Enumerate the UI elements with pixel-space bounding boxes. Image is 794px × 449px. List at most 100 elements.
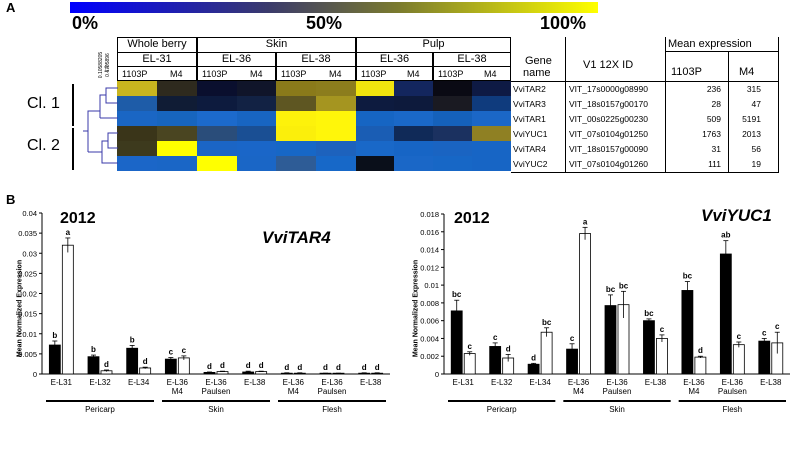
col-1103p-header: 1103P xyxy=(671,66,702,78)
x-tick-label: E-L36 xyxy=(568,378,590,387)
x-tick-label: E-L36 xyxy=(321,378,343,387)
heatmap-cell xyxy=(117,126,157,141)
bar-white xyxy=(61,244,74,375)
heatmap-cell xyxy=(157,141,197,156)
cultivar-label: 1103P xyxy=(281,69,307,79)
y-tick-label: 0.015 xyxy=(18,310,37,319)
heatmap-cell xyxy=(117,141,157,156)
table-gene-id: VIT_07s0104g01260 xyxy=(569,159,648,169)
chart-svg: 0 0.005 0.01 0.015 0.02 0.025 0.03 0.035 0.04 b a E… xyxy=(18,209,390,414)
significance-letter: c xyxy=(169,347,174,356)
table-gene-name: VviTAR3 xyxy=(513,99,546,109)
table-gene-name: VviYUC2 xyxy=(513,159,548,169)
color-scale-bar xyxy=(70,2,598,13)
significance-letter: d xyxy=(698,346,703,355)
table-mean-1103p: 31 xyxy=(711,144,721,154)
heatmap-cell xyxy=(197,96,237,111)
heatmap-cell xyxy=(316,126,356,141)
table-divider xyxy=(665,51,779,52)
heatmap xyxy=(117,81,511,171)
x-tick-label: E-L34 xyxy=(128,378,150,387)
table-divider xyxy=(728,51,729,173)
heatmap-cell xyxy=(356,141,394,156)
heatmap-cell xyxy=(237,126,276,141)
bar-white xyxy=(579,233,591,375)
significance-letter: ab xyxy=(721,231,730,240)
y-tick-label: 0.02 xyxy=(22,290,37,299)
heatmap-cell xyxy=(157,81,197,96)
bar-white xyxy=(463,353,476,375)
bar-black xyxy=(643,320,655,375)
bar-black xyxy=(164,358,177,375)
bar-white xyxy=(656,338,668,375)
heatmap-cell xyxy=(237,156,276,171)
dendro-tick-1: 0.10588205 xyxy=(98,51,105,79)
heatmap-cell xyxy=(237,111,276,126)
cultivar-header-row: 1103P M4 xyxy=(117,66,197,81)
heatmap-cell xyxy=(472,111,511,126)
x-tick-label: E-L31 xyxy=(51,378,73,387)
chart-year: 2012 xyxy=(60,210,96,227)
heatmap-cell xyxy=(276,111,316,126)
table-frame xyxy=(511,37,779,173)
heatmap-cell xyxy=(316,156,356,171)
x-tick-label: E-L32 xyxy=(89,378,111,387)
x-tick-label-line2: M4 xyxy=(172,387,184,396)
table-gene-name: VviTAR1 xyxy=(513,114,546,124)
heatmap-cell xyxy=(197,81,237,96)
heatmap-cell xyxy=(472,156,511,171)
chart-gene-title: VviYUC1 xyxy=(701,206,772,225)
significance-letter: d xyxy=(143,357,148,366)
cultivar-header-row: 1103P M4 xyxy=(356,66,433,81)
table-divider xyxy=(511,81,779,82)
significance-letter: c xyxy=(775,322,780,331)
bar-white xyxy=(540,331,553,375)
heatmap-cell xyxy=(433,126,472,141)
heatmap-cell xyxy=(472,141,511,156)
heatmap-cell xyxy=(157,156,197,171)
table-mean-1103p: 509 xyxy=(706,114,721,124)
table-mean-m4: 47 xyxy=(751,99,761,109)
x-tick-label: E-L38 xyxy=(244,378,266,387)
heatmap-cell xyxy=(197,111,237,126)
heatmap-cell xyxy=(197,141,237,156)
y-tick-label: 0.004 xyxy=(420,334,439,343)
col-mean-header: Mean expression xyxy=(668,38,752,50)
cultivar-label: M4 xyxy=(407,69,420,79)
y-tick-label: 0.006 xyxy=(420,317,439,326)
significance-letter: b xyxy=(91,345,96,354)
tissue-group-label: Pericarp xyxy=(85,405,115,414)
heatmap-cell xyxy=(472,96,511,111)
significance-letter: d xyxy=(323,363,328,372)
table-mean-1103p: 28 xyxy=(711,99,721,109)
significance-letter: c xyxy=(570,334,575,343)
table-gene-id: VIT_18s0157g00090 xyxy=(569,144,648,154)
table-mean-1103p: 236 xyxy=(706,84,721,94)
heatmap-cell xyxy=(433,96,472,111)
significance-letter: a xyxy=(583,217,588,226)
table-mean-m4: 56 xyxy=(751,144,761,154)
heatmap-cell xyxy=(394,156,433,171)
table-gene-id: VIT_00s0225g00230 xyxy=(569,114,648,124)
heatmap-cell xyxy=(117,81,157,96)
bar-white xyxy=(177,357,190,375)
y-tick-label: 0.002 xyxy=(420,352,439,361)
heatmap-cell xyxy=(316,81,356,96)
significance-letter: c xyxy=(467,342,472,351)
cultivar-label: 1103P xyxy=(202,69,228,79)
significance-letter: d xyxy=(207,362,212,371)
significance-letter: bc xyxy=(542,318,552,327)
heatmap-cell xyxy=(472,126,511,141)
cultivar-label: M4 xyxy=(170,69,183,79)
significance-letter: d xyxy=(506,344,511,353)
tissue-group-label: Skin xyxy=(609,405,625,414)
significance-letter: d xyxy=(246,361,251,370)
table-mean-1103p: 1763 xyxy=(702,129,721,139)
heatmap-cell xyxy=(356,81,394,96)
significance-letter: bc xyxy=(683,272,693,281)
heatmap-cell xyxy=(356,156,394,171)
bar-black xyxy=(87,356,100,375)
heatmap-cell xyxy=(433,141,472,156)
y-tick-label: 0.018 xyxy=(420,210,439,219)
chart-year: 2012 xyxy=(454,210,490,227)
